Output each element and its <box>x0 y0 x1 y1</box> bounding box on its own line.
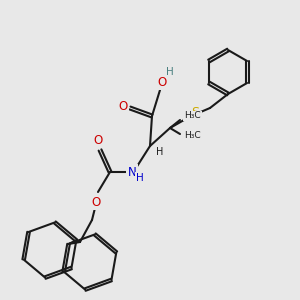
Text: H₃C: H₃C <box>184 112 201 121</box>
Text: N: N <box>128 166 136 178</box>
Text: S: S <box>191 106 199 119</box>
Text: O: O <box>118 100 127 112</box>
Text: O: O <box>93 134 103 146</box>
Text: O: O <box>158 76 166 88</box>
Text: H: H <box>136 173 144 183</box>
Text: H: H <box>156 147 164 157</box>
Text: H: H <box>166 67 174 77</box>
Text: O: O <box>92 196 100 208</box>
Text: H₃C: H₃C <box>184 131 201 140</box>
